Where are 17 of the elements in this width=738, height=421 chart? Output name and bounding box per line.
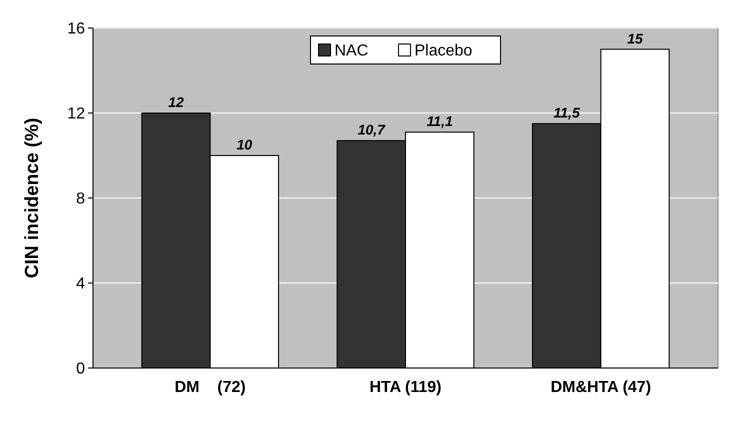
data-label: 12 — [168, 94, 184, 110]
y-tick-label: 8 — [76, 190, 86, 208]
data-label: 10 — [236, 136, 252, 152]
y-tick-label: 0 — [76, 360, 86, 378]
data-label: 11,5 — [554, 104, 580, 121]
legend-label: Placebo — [414, 42, 472, 60]
legend-label: NAC — [334, 42, 368, 60]
x-tick-label: HTA (119) — [369, 379, 442, 396]
data-label: 11,1 — [426, 113, 453, 130]
x-tick-label: DM (72) — [174, 379, 246, 396]
y-axis-title: CIN incidence (%) — [22, 118, 43, 278]
x-tick-label: DM&HTA (47) — [550, 379, 652, 396]
data-label: 10,7 — [358, 122, 386, 138]
data-label: 15 — [627, 30, 643, 46]
y-tick-label: 4 — [76, 276, 86, 293]
y-tick-label: 16 — [67, 20, 86, 38]
y-tick-label: 12 — [67, 106, 86, 123]
